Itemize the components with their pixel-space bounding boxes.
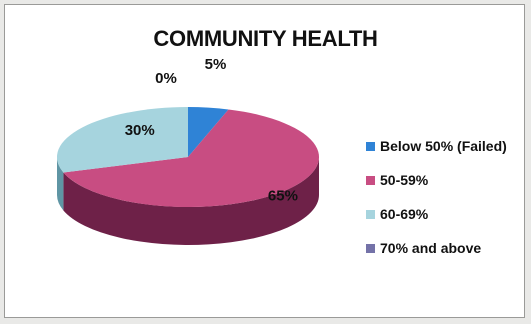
legend-label: 60-69% <box>380 206 429 222</box>
data-label-1: 65% <box>268 187 298 204</box>
data-label-3: 0% <box>155 70 177 87</box>
legend-label: 50-59% <box>380 172 429 188</box>
pie-chart: 0% 5% 65% 30% <box>56 56 320 246</box>
chart-frame: COMMUNITY HEALTH 0% 5% 65% 30% Below 50% (F… <box>4 4 525 318</box>
legend-swatch <box>366 209 375 219</box>
data-label-2: 30% <box>125 122 155 139</box>
pie-side-2 <box>56 157 64 211</box>
data-label-0: 5% <box>205 56 227 73</box>
legend-item-60-69: 60-69% <box>366 205 507 223</box>
legend-swatch <box>366 175 375 185</box>
legend-item-below-50: Below 50% (Failed) <box>366 137 507 155</box>
legend-swatch <box>366 243 375 253</box>
legend-label: Below 50% (Failed) <box>380 138 507 154</box>
legend-item-50-59: 50-59% <box>366 171 507 189</box>
chart-title: COMMUNITY HEALTH <box>153 26 378 51</box>
pie-slice-1 <box>63 109 320 208</box>
pie-side-1 <box>63 157 319 246</box>
legend-swatch <box>366 141 375 151</box>
pie-slice-0 <box>188 107 229 157</box>
pie-slice-2 <box>56 107 188 173</box>
legend-item-70-above: 70% and above <box>366 239 507 257</box>
legend-label: 70% and above <box>380 240 482 256</box>
chart-legend: Below 50% (Failed) 50-59% 60-69% 70% and… <box>366 137 507 273</box>
